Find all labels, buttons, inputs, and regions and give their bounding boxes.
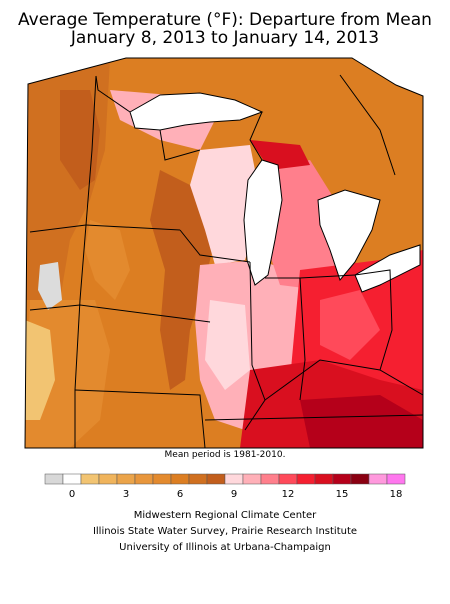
lakes [129,92,421,293]
legend-swatch [260,473,280,485]
field-band-south [300,395,423,448]
legend-tick-label: 9 [230,489,238,500]
legend-swatch [386,473,406,485]
credit-line-3: University of Illinois at Urbana-Champai… [119,542,331,553]
legend-tick-label: 18 [389,489,403,500]
state-borders [24,57,424,449]
map-title-line-1: Average Temperature (°F): Departure from… [18,10,432,30]
field-band-mn [60,90,100,190]
border-in-oh [299,277,306,401]
legend-swatch [170,473,190,485]
legend-tick-label: 12 [281,489,295,500]
legend-swatch [116,473,136,485]
legend-swatch [62,473,82,485]
border-ne-sd [29,304,181,319]
field-band-light [25,320,55,420]
border-canada [339,74,396,176]
credit-line-2: Illinois State Water Survey, Prairie Res… [92,526,358,537]
legend-tick-label: 0 [68,489,76,500]
legend-swatch [350,473,370,485]
map-title-line-2: January 8, 2013 to January 14, 2013 [70,28,380,48]
legend-tick-label: 15 [335,489,349,500]
border-wi-up [249,111,263,161]
field-band-in-east [320,290,380,360]
field-band-il-core [205,300,250,390]
legend-bar [44,473,406,485]
field-gray-zone [38,262,62,310]
field-band-ia [150,170,215,390]
legend-swatch [188,473,208,485]
field-band-wi [190,145,262,265]
border-ia-wi [179,229,251,263]
border-sd-mn [85,224,181,231]
lake-erie [354,244,421,293]
border-sd-nd [29,224,87,233]
border-ks-mo [74,389,206,449]
legend-swatch [206,473,226,485]
lake-huron [317,189,381,282]
border-mn-north [95,75,131,113]
legend-swatch [314,473,334,485]
border-west [74,75,97,448]
map-frame [24,57,424,449]
border-mn-wi [159,129,201,161]
border-mi-in-oh [265,274,356,279]
legend-swatch [44,473,64,485]
legend-tick-label: 3 [122,489,130,500]
border-ia-mo [179,317,211,323]
border-ky-tn [204,414,424,421]
legend-swatch [242,473,262,485]
lake-superior [129,92,264,131]
legend-swatch [278,473,298,485]
legend-tick-label: 6 [176,489,184,500]
legend-swatch [152,473,172,485]
legend-swatch [224,473,244,485]
lake-michigan [243,159,283,286]
legend-swatch [368,473,388,485]
temperature-field [25,58,423,448]
border-ohio-river [264,359,424,401]
field-band-sd [85,220,130,300]
legend-swatch [296,473,316,485]
border-oh-pa [354,269,393,371]
credit-line-1: Midwestern Regional Climate Center [133,510,317,521]
legend-swatch [80,473,100,485]
border-il-in [244,261,266,431]
legend-swatch [98,473,118,485]
mean-period-note: Mean period is 1981-2010. [164,450,286,460]
legend-swatch [134,473,154,485]
legend-swatch [332,473,352,485]
